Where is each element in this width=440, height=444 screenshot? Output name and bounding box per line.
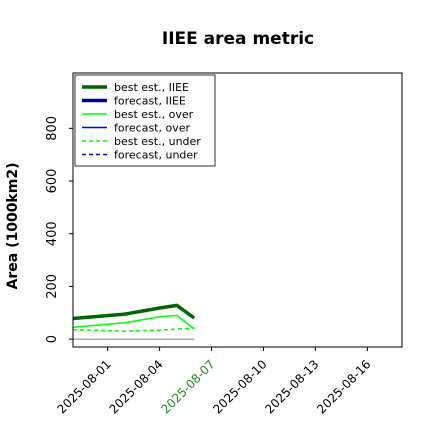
x-tick-label-1: 2025-08-04 bbox=[106, 357, 165, 416]
y-tick-label-3: 600 bbox=[45, 169, 60, 194]
series-line-0 bbox=[72, 303, 196, 321]
x-tick-label-2: 2025-08-07 bbox=[158, 357, 217, 416]
legend-label-0: best est., IIEE bbox=[114, 81, 189, 94]
chart-title: IIEE area metric bbox=[162, 29, 314, 49]
x-tick-label-0: 2025-08-01 bbox=[55, 357, 114, 416]
legend-label-5: forecast, under bbox=[114, 149, 198, 162]
legend-label-4: best est., under bbox=[114, 135, 201, 148]
series-line-4 bbox=[72, 327, 195, 332]
legend-label-1: forecast, IIEE bbox=[114, 95, 186, 108]
y-tick-label-4: 800 bbox=[45, 116, 60, 141]
legend-box bbox=[74, 74, 216, 167]
x-tick-label-3: 2025-08-10 bbox=[210, 357, 269, 416]
x-tick-label-5: 2025-08-16 bbox=[314, 357, 373, 416]
x-tick-label-4: 2025-08-13 bbox=[262, 357, 321, 416]
y-tick-label-0: 0 bbox=[45, 335, 60, 343]
plot-frame bbox=[72, 72, 403, 348]
legend-label-3: forecast, over bbox=[114, 122, 190, 135]
y-tick-label-2: 400 bbox=[45, 221, 60, 246]
legend-label-2: best est., over bbox=[114, 108, 194, 121]
y-axis-label: Area (1000km2) bbox=[5, 163, 21, 290]
plot-layer bbox=[72, 303, 196, 340]
y-tick-label-1: 200 bbox=[45, 274, 60, 299]
series-line-2 bbox=[72, 314, 195, 330]
